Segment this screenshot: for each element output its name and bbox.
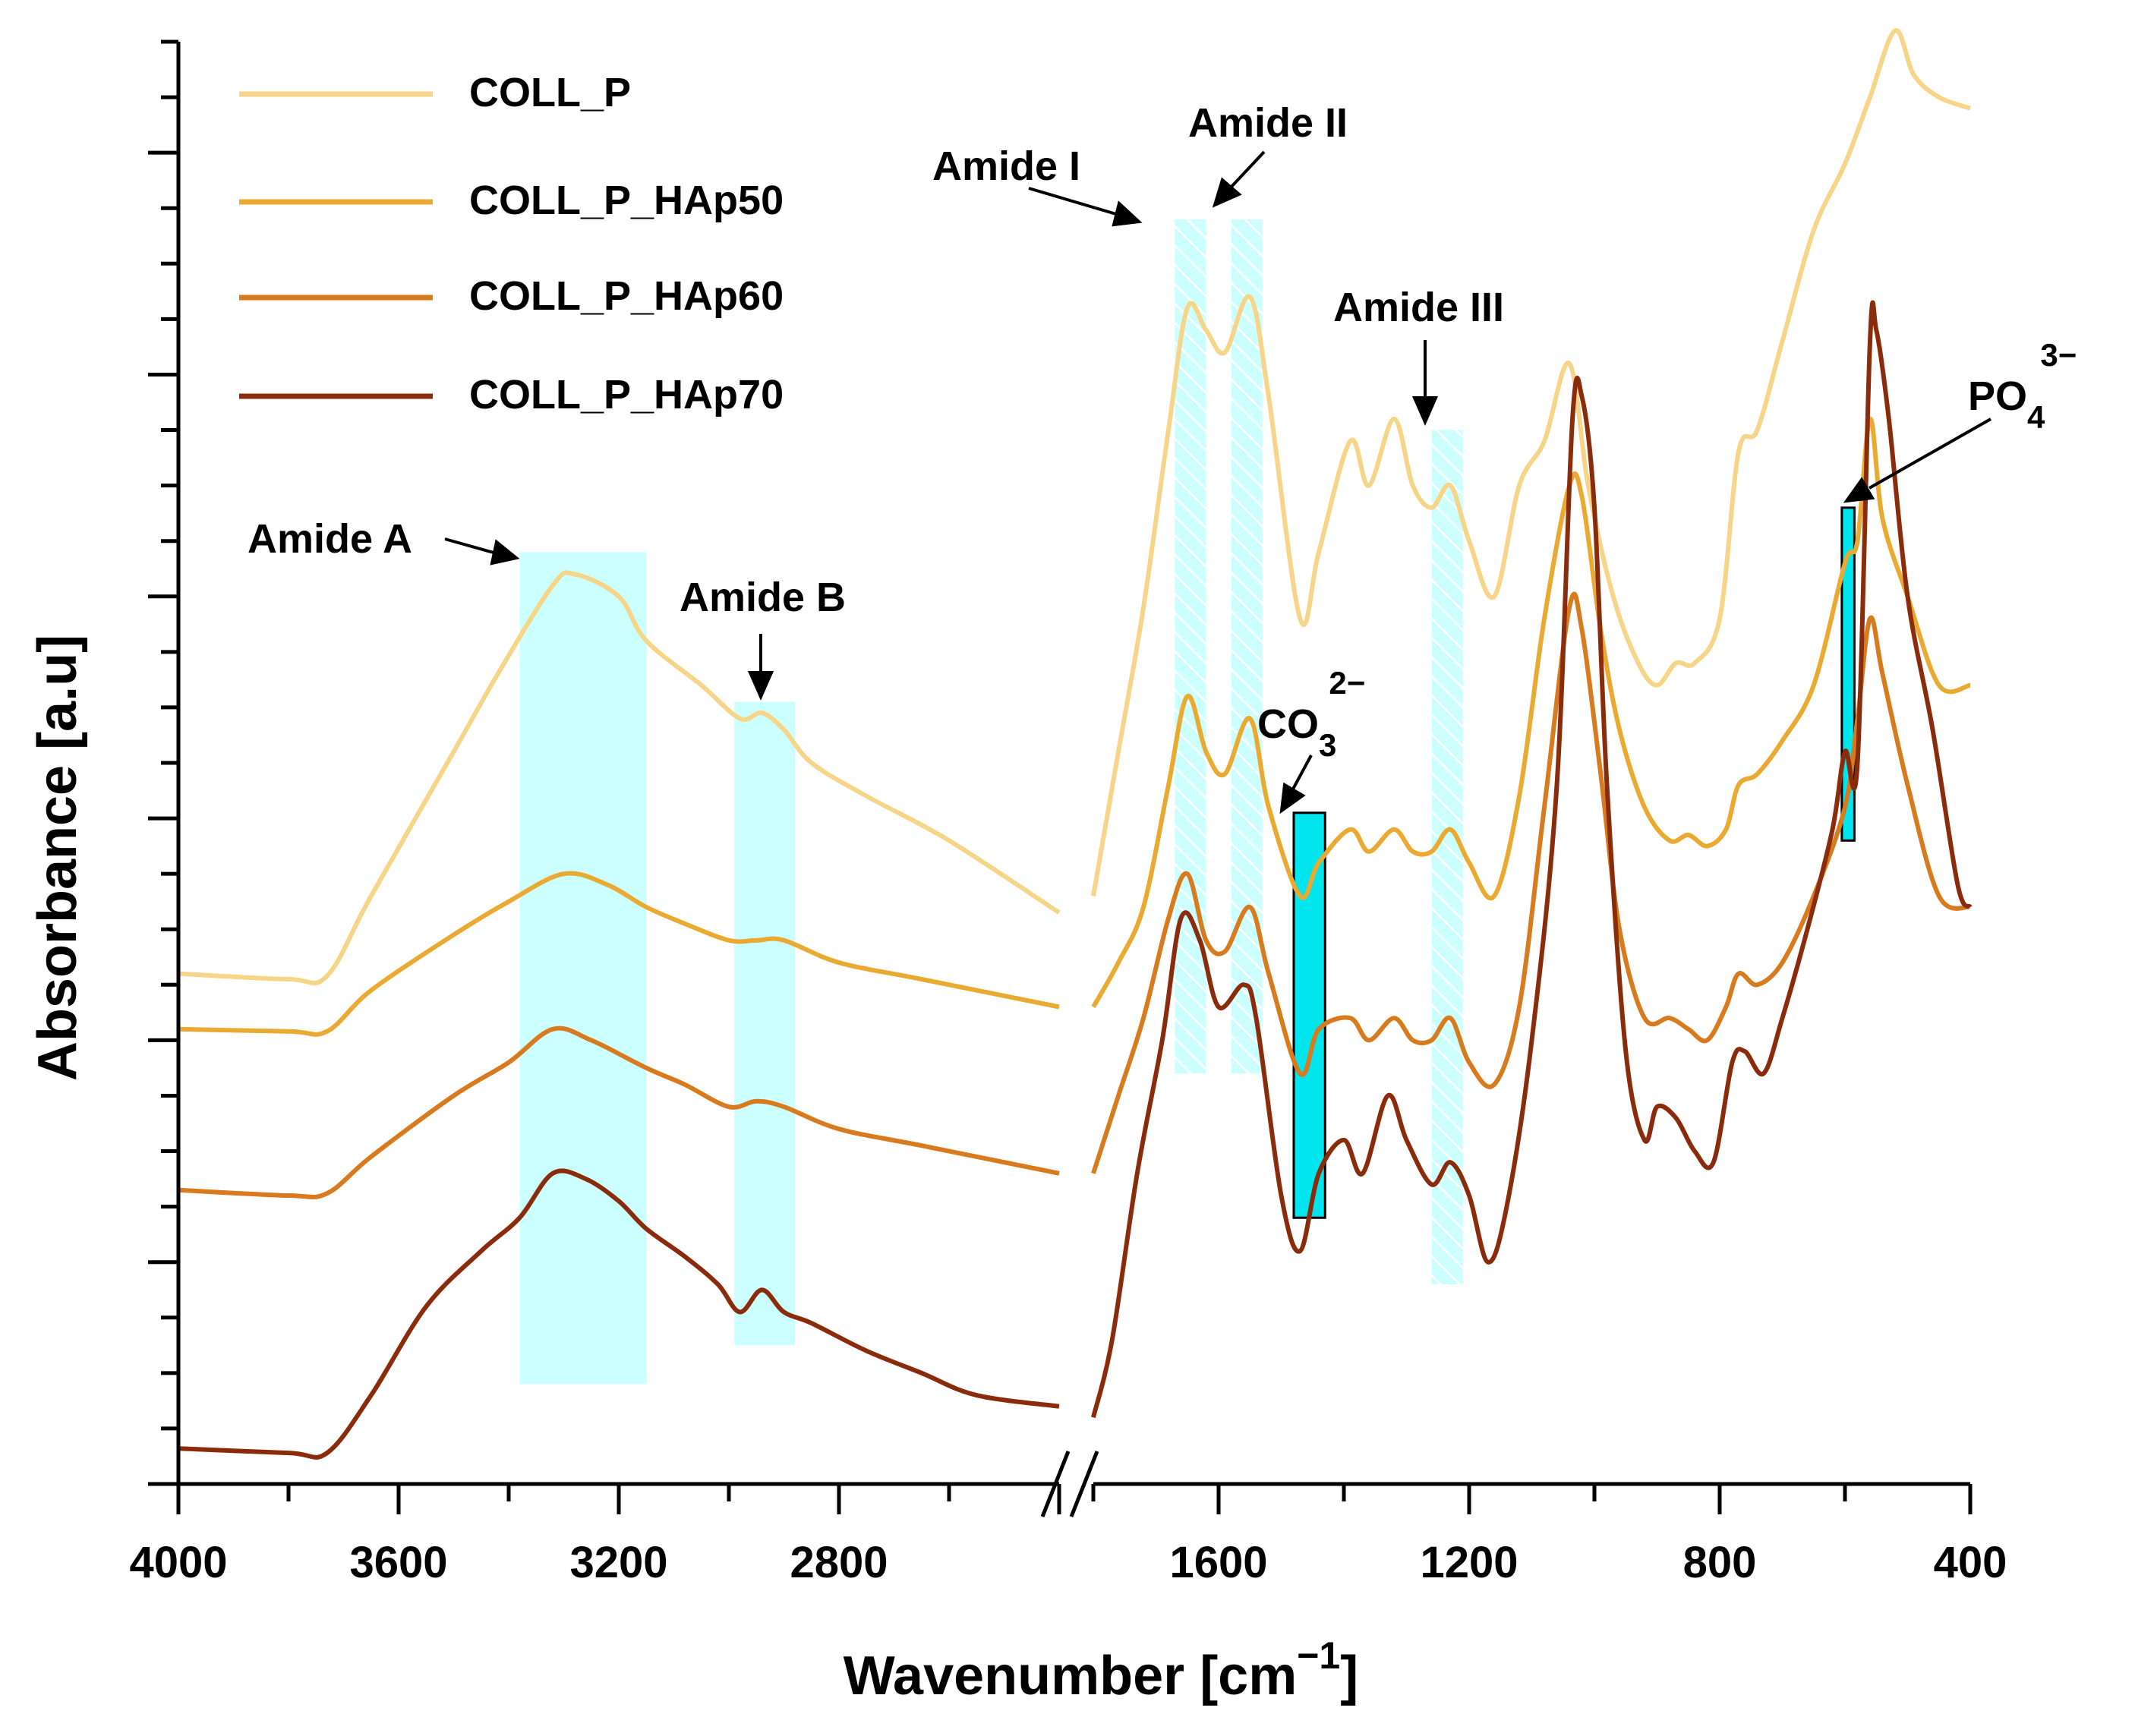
phosphate-sub: 4 [2027, 399, 2045, 435]
series-coll-p-right [1091, 28, 1971, 896]
series-coll-p-hap60-left [178, 1026, 1060, 1199]
bands-layer [519, 219, 1856, 1385]
carbonate-base: CO [1257, 701, 1319, 747]
arrowhead-amide-i [1112, 200, 1143, 227]
x-axis-title: Wavenumber [cm−1] [844, 1634, 1358, 1706]
axis-break-mark-1 [1040, 1451, 1071, 1517]
arrowhead-amide-iii [1411, 396, 1439, 426]
x-tick-label: 800 [1683, 1538, 1757, 1587]
annotation-amide-b: Amide B [680, 575, 846, 620]
annotation-amide-iii: Amide III [1333, 285, 1504, 330]
annotation-amide-ii: Amide II [1188, 100, 1348, 146]
band-amide-ii [1231, 219, 1263, 1074]
band-amide-iii [1431, 430, 1463, 1284]
annotation-arrows [444, 150, 1992, 814]
x-axis-title-exp: −1 [1297, 1634, 1340, 1677]
x-axis-title-main: Wavenumber [cm [844, 1646, 1297, 1706]
legend-label-coll-p-hap60: COLL_P_HAp60 [469, 273, 784, 319]
carbonate-sub: 3 [1319, 727, 1336, 763]
arrow-phosphate [1869, 417, 1992, 490]
y-axis-title: Absorbance [a.u] [27, 635, 88, 1081]
arrowhead-phosphate [1843, 477, 1875, 503]
arrow-amide-ii [1228, 150, 1266, 190]
x-tick-label: 1200 [1420, 1538, 1518, 1587]
arrowhead-amide-ii [1212, 177, 1242, 208]
series-coll-p-hap70-right [1091, 300, 1973, 1419]
x-tick-label: 2800 [790, 1538, 888, 1587]
phosphate-ion-label: PO4 3− [1968, 337, 2077, 435]
x-axis-title-close: ] [1340, 1646, 1358, 1706]
band-amide-a [519, 552, 647, 1385]
legend-label-coll-p: COLL_P [469, 70, 631, 115]
x-tick-label: 3600 [349, 1538, 447, 1587]
legend-label-coll-p-hap70: COLL_P_HAp70 [469, 372, 784, 417]
arrowhead-amide-b [747, 671, 774, 701]
arrowhead-carbonate [1279, 782, 1306, 814]
series-coll-p-hap60-right [1091, 591, 1971, 1174]
annotation-amide-i: Amide I [932, 143, 1080, 189]
legend-label-coll-p-hap50: COLL_P_HAp50 [469, 178, 784, 223]
phosphate-sup: 3− [2040, 337, 2077, 373]
x-tick-label: 3200 [569, 1538, 667, 1587]
x-tick-label: 400 [1934, 1538, 2007, 1587]
legend: COLL_P COLL_P_HAp50 COLL_P_HAp60 COLL_P_HAp… [239, 70, 784, 417]
x-tick-label: 4000 [129, 1538, 227, 1587]
arrow-carbonate [1289, 755, 1313, 794]
axis-break-mark-2 [1069, 1451, 1099, 1517]
series-coll-p-hap70-left [178, 1168, 1060, 1460]
x-tick-label: 1600 [1169, 1538, 1267, 1587]
axes-layer: 4000 3600 3200 2800 1600 1200 800 400 [129, 39, 2007, 1587]
series-coll-p-hap50-right [1091, 416, 1971, 1008]
phosphate-base: PO [1968, 373, 2027, 419]
annotation-amide-a: Amide A [248, 516, 412, 562]
band-amide-b [734, 701, 795, 1346]
series-layer [178, 28, 1973, 1460]
axis-break [1040, 1451, 1099, 1517]
arrowhead-amide-a [490, 539, 520, 566]
series-coll-p-left [178, 570, 1061, 986]
series-coll-p-hap50-left [178, 871, 1060, 1037]
carbonate-ion-label: CO3 2− [1257, 665, 1365, 763]
carbonate-sup: 2− [1329, 665, 1365, 701]
arrow-amide-i [1028, 187, 1117, 216]
arrow-amide-a [444, 537, 494, 554]
band-co3 [1292, 811, 1326, 1219]
